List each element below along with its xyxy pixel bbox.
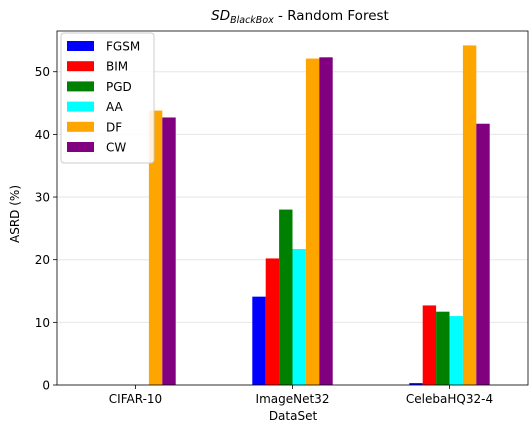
legend-label: AA <box>106 100 124 114</box>
legend-swatch <box>67 142 94 152</box>
legend-swatch <box>67 61 94 72</box>
legend-label: BIM <box>106 60 128 74</box>
x-tick-label: CIFAR-10 <box>109 392 162 406</box>
bar <box>162 117 176 385</box>
chart-title-rest: - Random Forest <box>274 8 389 24</box>
legend-swatch <box>67 41 94 51</box>
y-tick-label: 0 <box>42 379 50 393</box>
y-tick-label: 10 <box>35 316 50 330</box>
bars <box>148 45 490 386</box>
legend-label: DF <box>106 120 122 134</box>
legend-swatch <box>67 121 94 132</box>
bar <box>436 311 450 385</box>
legend-swatch <box>67 81 94 92</box>
bar <box>148 110 163 385</box>
legend-label: PGD <box>106 80 132 94</box>
chart-title-subscript: BlackBox <box>230 15 274 26</box>
bar <box>305 58 320 385</box>
y-axis-ticks: 0 10 20 30 40 50 <box>35 65 57 393</box>
bar <box>292 249 306 385</box>
x-axis-label: DataSet <box>269 409 318 423</box>
x-tick-label: ImageNet32 <box>256 392 330 406</box>
legend-label: CW <box>106 141 126 155</box>
bar <box>319 57 333 386</box>
y-axis-label: ASRD (%) <box>8 185 22 243</box>
bar <box>409 383 423 385</box>
chart-title: SDBlackBox - Random Forest <box>211 8 389 26</box>
legend-label: FGSM <box>106 40 140 54</box>
y-tick-label: 30 <box>35 191 50 205</box>
y-tick-label: 40 <box>35 128 50 142</box>
legend: FGSM BIM PGD AA DF CW <box>60 32 155 164</box>
y-tick-label: 50 <box>35 65 50 79</box>
x-tick-label: CelebaHQ32-4 <box>406 392 493 406</box>
chart-title-main: SD <box>211 8 230 24</box>
bar <box>279 209 293 385</box>
bar <box>462 45 477 386</box>
y-tick-label: 20 <box>35 253 50 267</box>
bar <box>476 123 490 386</box>
bar <box>265 258 280 385</box>
bar <box>449 316 463 385</box>
bar <box>252 296 266 385</box>
legend-swatch <box>67 101 94 112</box>
bar <box>422 305 437 385</box>
x-axis-ticks: CIFAR-10 ImageNet32 CelebaHQ32-4 <box>109 385 493 406</box>
